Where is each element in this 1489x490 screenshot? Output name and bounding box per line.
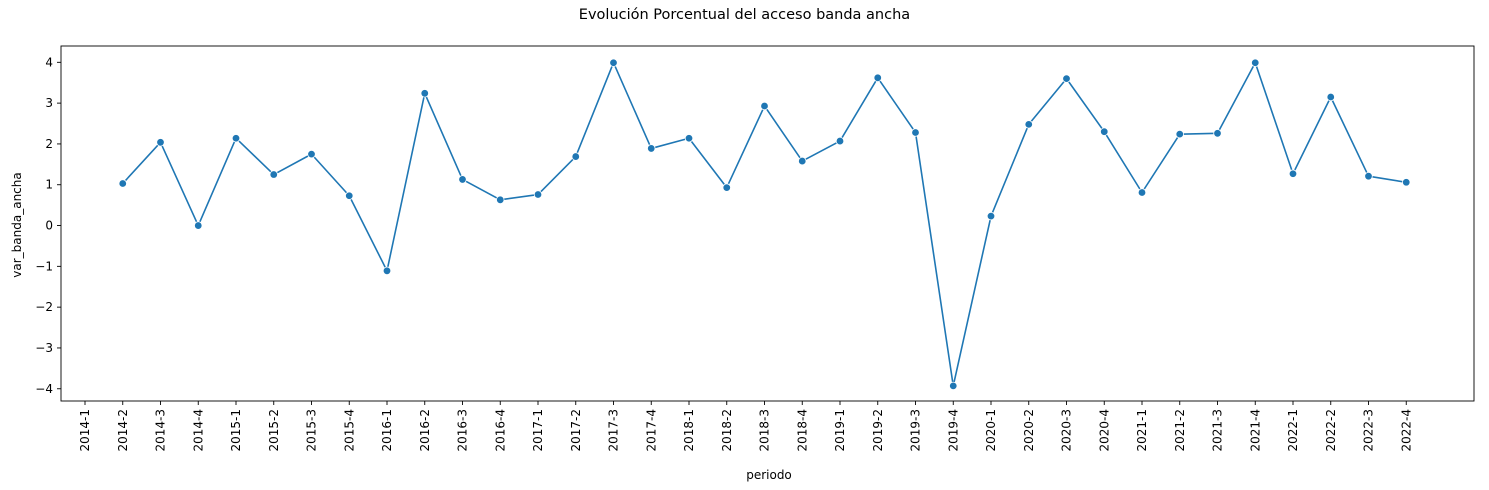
- data-point: [533, 190, 543, 199]
- data-point: [722, 183, 731, 192]
- data-point: [1137, 188, 1147, 197]
- y-tick-label: 3: [45, 96, 53, 110]
- data-point: [1364, 171, 1373, 181]
- x-tick-label: 2021-4: [1248, 409, 1262, 452]
- data-point: [156, 138, 165, 147]
- data-point: [986, 211, 996, 221]
- x-tick-label: 2016-3: [456, 409, 470, 452]
- x-tick-label: 2018-1: [682, 409, 696, 452]
- data-point: [1100, 127, 1109, 136]
- y-tick-label: 2: [45, 137, 53, 151]
- data-point: [420, 89, 429, 98]
- x-tick-label: 2015-2: [267, 409, 281, 452]
- x-tick-label: 2019-1: [833, 409, 847, 452]
- y-tick-label: 1: [45, 178, 53, 192]
- data-point: [911, 128, 920, 137]
- y-tick-label: 0: [45, 219, 53, 233]
- x-tick-label: 2022-2: [1324, 409, 1338, 452]
- data-point: [1251, 58, 1260, 67]
- x-tick-label: 2020-1: [984, 409, 998, 452]
- x-tick-label: 2021-3: [1211, 409, 1225, 452]
- x-tick-label: 2016-1: [380, 409, 394, 452]
- x-tick-label: 2018-2: [720, 409, 734, 452]
- x-tick-label: 2016-4: [493, 409, 507, 452]
- data-point: [1213, 129, 1222, 138]
- data-point: [1024, 120, 1033, 129]
- data-point: [231, 134, 241, 143]
- y-tick-label: 4: [45, 55, 53, 69]
- x-tick-label: 2020-4: [1097, 409, 1111, 452]
- data-point: [118, 179, 127, 188]
- x-tick-label: 2014-3: [154, 409, 168, 452]
- data-point: [949, 381, 958, 391]
- data-point: [194, 221, 203, 230]
- x-tick-label: 2016-2: [418, 409, 432, 452]
- x-tick-label: 2022-4: [1399, 409, 1413, 452]
- x-tick-label: 2020-3: [1060, 409, 1074, 452]
- data-point: [1288, 169, 1298, 178]
- y-tick-label: −1: [35, 259, 53, 273]
- x-tick-label: 2018-4: [795, 409, 809, 452]
- y-tick-label: −3: [35, 341, 53, 355]
- x-tick-label: 2014-2: [116, 409, 130, 452]
- data-point: [684, 134, 694, 143]
- y-tick-label: −2: [35, 300, 53, 314]
- x-tick-label: 2015-1: [229, 409, 243, 452]
- x-tick-label: 2022-1: [1286, 409, 1300, 452]
- data-point: [609, 58, 618, 67]
- data-point: [1062, 74, 1071, 83]
- x-tick-label: 2017-3: [607, 409, 621, 452]
- data-point: [458, 175, 467, 184]
- x-tick-label: 2017-4: [644, 409, 658, 452]
- data-point: [571, 152, 580, 161]
- x-tick-label: 2018-3: [758, 409, 772, 452]
- x-tick-label: 2019-2: [871, 409, 885, 452]
- data-point: [798, 156, 807, 166]
- data-point: [873, 73, 882, 83]
- data-point: [1175, 129, 1184, 139]
- chart-title: Evolución Porcentual del acceso banda an…: [578, 7, 911, 23]
- x-tick-label: 2019-3: [909, 409, 923, 452]
- x-tick-label: 2021-1: [1135, 409, 1149, 452]
- data-point: [760, 101, 769, 111]
- data-point: [1326, 92, 1335, 102]
- data-point: [382, 266, 392, 276]
- y-axis-label: var_banda_ancha: [10, 172, 24, 277]
- data-point: [307, 149, 316, 159]
- x-tick-label: 2015-4: [342, 409, 356, 452]
- x-tick-label: 2022-3: [1362, 409, 1376, 452]
- x-tick-label: 2020-2: [1022, 409, 1036, 452]
- data-point: [345, 191, 354, 200]
- x-tick-label: 2019-4: [946, 409, 960, 452]
- x-axis-label: periodo: [746, 468, 792, 482]
- x-tick-label: 2015-3: [305, 409, 319, 452]
- x-tick-label: 2017-1: [531, 409, 545, 452]
- x-tick-label: 2014-4: [191, 409, 205, 452]
- series-line: [122, 61, 1407, 387]
- y-tick-label: −4: [35, 382, 53, 396]
- data-point: [647, 144, 656, 153]
- x-tick-label: 2021-2: [1173, 409, 1187, 452]
- data-point: [269, 170, 278, 179]
- plot-frame: [60, 45, 1475, 402]
- data-point: [496, 195, 505, 205]
- x-tick-label: 2017-2: [569, 409, 583, 452]
- x-tick-label: 2014-1: [78, 409, 92, 452]
- data-point: [1402, 178, 1411, 187]
- data-point: [835, 136, 845, 146]
